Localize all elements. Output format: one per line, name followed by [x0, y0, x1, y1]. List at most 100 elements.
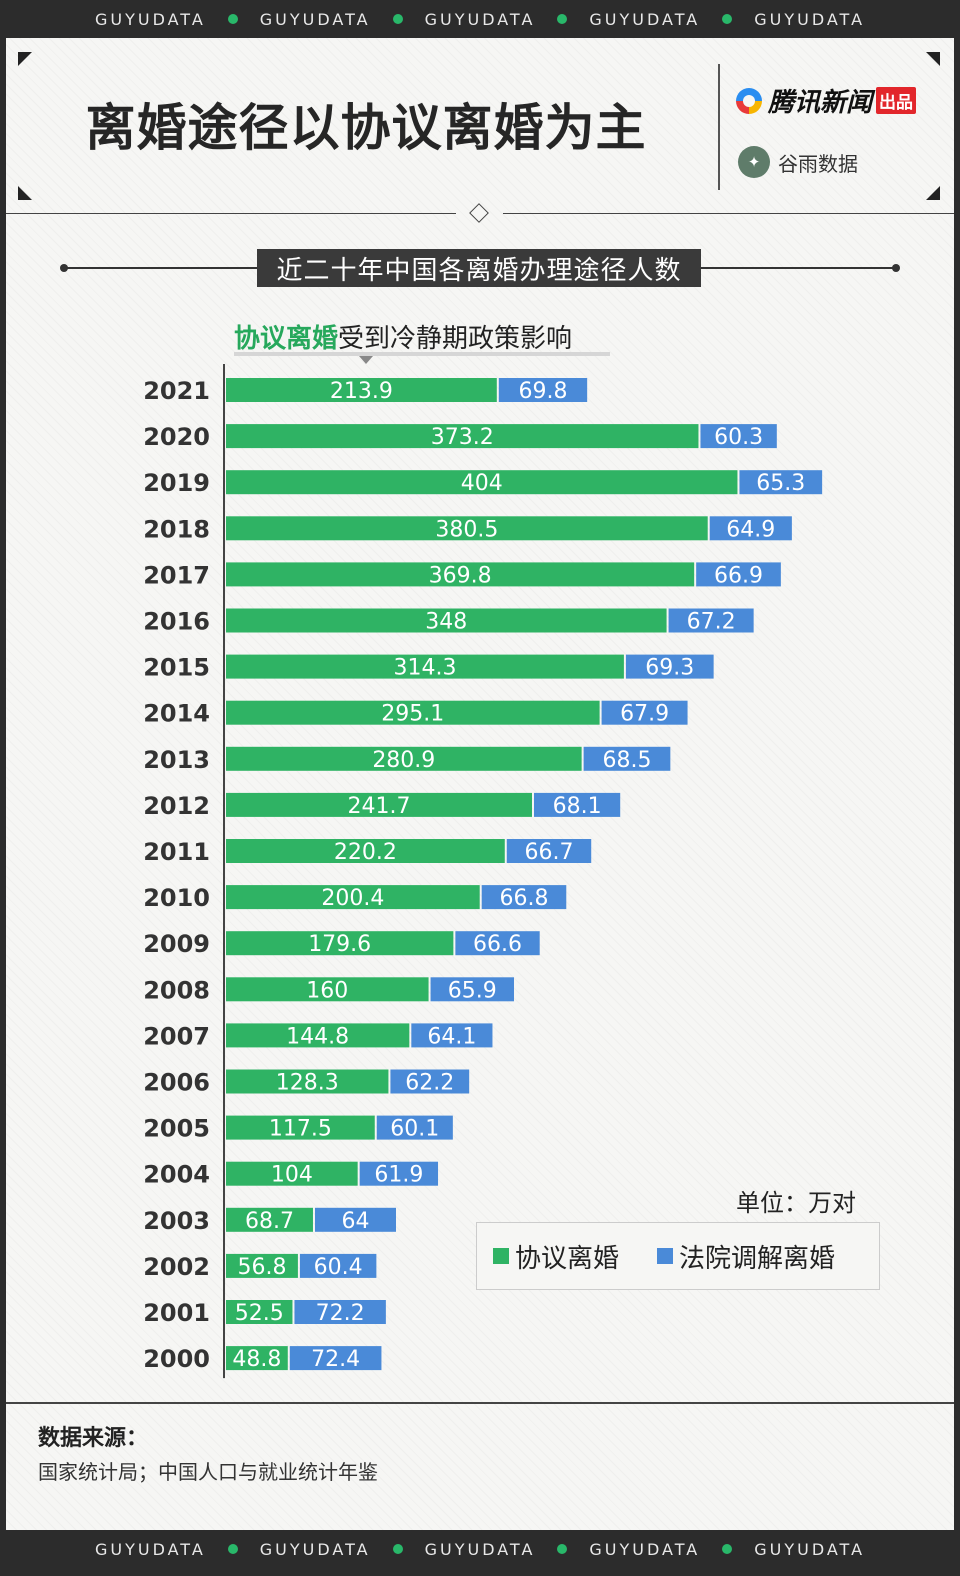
year-label: 2010: [143, 884, 210, 912]
strip-text: GUYUDATA: [259, 9, 371, 29]
agreement-value-label: 295.1: [381, 702, 444, 727]
court-bar: [668, 608, 754, 633]
legend-swatch-blue: [657, 1248, 674, 1264]
agreement-value-label: 404: [461, 471, 503, 496]
court-bar: [314, 1207, 396, 1232]
agreement-bar: [226, 378, 497, 402]
agreement-bar: [226, 1161, 358, 1186]
strip-text: GUYUDATA: [94, 1539, 206, 1559]
agreement-value-label: 200.4: [321, 886, 384, 911]
strip-dot: [392, 14, 403, 24]
court-bar: [299, 1253, 377, 1278]
court-bar: [696, 562, 781, 587]
court-bar: [481, 885, 567, 910]
agreement-bar: [226, 654, 624, 679]
court-bar: [498, 378, 588, 402]
court-value-label: 67.2: [687, 610, 736, 635]
agreement-bar: [226, 562, 695, 587]
court-value-label: 62.2: [405, 1071, 454, 1096]
court-bar: [411, 1023, 493, 1048]
year-label: 2011: [143, 838, 210, 866]
agreement-bar: [226, 1069, 389, 1094]
court-bar: [625, 654, 714, 679]
agreement-bar: [226, 700, 600, 725]
year-label: 2007: [143, 1022, 210, 1050]
court-value-label: 67.9: [620, 702, 669, 727]
annotation-text: 受到冷静期政策影响: [338, 324, 573, 354]
annotation-underline: [234, 352, 610, 356]
chart-legend: 协议离婚 法院调解离婚: [476, 1222, 880, 1290]
agreement-bar: [226, 839, 505, 863]
court-value-label: 66.7: [525, 840, 574, 865]
strip-dot: [722, 1544, 733, 1554]
agreement-value-label: 213.9: [330, 379, 393, 404]
agreement-bar: [226, 1346, 288, 1371]
agreement-bar: [226, 792, 532, 817]
court-value-label: 69.3: [645, 656, 694, 681]
rule-dot: [892, 264, 900, 272]
agreement-value-label: 220.2: [334, 840, 397, 865]
legend-item-agreement: 协议离婚: [493, 1238, 619, 1275]
strip-text: GUYUDATA: [754, 9, 866, 29]
agreement-value-label: 128.3: [276, 1071, 339, 1096]
year-label: 2004: [143, 1161, 210, 1189]
year-label: 2017: [143, 561, 210, 589]
court-value-label: 64.1: [427, 1024, 476, 1049]
court-bar: [455, 931, 540, 956]
guyu-data-logo: ✦ 谷雨数据: [738, 146, 858, 178]
court-bar: [376, 1115, 453, 1140]
agreement-value-label: 104: [271, 1163, 313, 1188]
header-divider: [718, 64, 720, 190]
strip-text: GUYUDATA: [754, 1539, 866, 1559]
year-label: 2020: [143, 423, 210, 451]
court-value-label: 65.3: [756, 471, 805, 496]
court-value-label: 66.8: [499, 886, 548, 911]
court-value-label: 68.1: [553, 794, 602, 819]
agreement-value-label: 373.2: [431, 425, 494, 450]
court-value-label: 66.9: [714, 563, 763, 588]
year-label: 2019: [143, 469, 210, 497]
court-bar: [359, 1161, 439, 1186]
agreement-bar: [226, 885, 480, 910]
year-label: 2009: [143, 930, 210, 958]
court-bar: [700, 424, 777, 449]
brand-strip-bottom: GUYUDATA GUYUDATA GUYUDATA GUYUDATA GUYU…: [0, 1530, 960, 1568]
agreement-bar: [226, 1023, 410, 1048]
source-text: 国家统计局；中国人口与就业统计年鉴: [38, 1460, 378, 1484]
court-bar: [533, 792, 621, 817]
rule-dot: [60, 264, 68, 272]
agreement-value-label: 144.8: [286, 1024, 349, 1049]
court-bar: [739, 470, 823, 495]
strip-text: GUYUDATA: [94, 9, 206, 29]
agreement-value-label: 48.8: [232, 1347, 281, 1372]
court-value-label: 61.9: [374, 1163, 423, 1188]
agreement-bar: [226, 608, 667, 633]
year-label: 2003: [143, 1207, 210, 1235]
agreement-value-label: 280.9: [372, 748, 435, 773]
chart-subtitle: 近二十年中国各离婚办理途径人数: [257, 249, 701, 287]
year-label: 2015: [143, 654, 210, 682]
corner-mark: [18, 186, 32, 200]
year-label: 2006: [143, 1069, 210, 1097]
guyu-data-text: 谷雨数据: [778, 151, 858, 176]
agreement-bar: [226, 1253, 298, 1278]
agreement-value-label: 314.3: [393, 656, 456, 681]
agreement-value-label: 56.8: [237, 1255, 286, 1280]
agreement-bar: [226, 516, 708, 541]
court-value-label: 60.3: [714, 425, 763, 450]
agreement-bar: [226, 1115, 375, 1140]
agreement-bar: [226, 1207, 313, 1232]
infographic-card: 离婚途径以协议离婚为主 腾讯新闻 出品 ✦ 谷雨数据 近二十年中国各离婚办理途径…: [6, 38, 954, 1530]
court-value-label: 64.9: [726, 517, 775, 542]
strip-dot: [557, 14, 568, 24]
court-value-label: 64: [341, 1209, 369, 1234]
court-bar: [601, 700, 688, 725]
annotation-highlight: 协议离婚: [234, 324, 339, 354]
strip-text: GUYUDATA: [424, 9, 536, 29]
agreement-value-label: 68.7: [245, 1209, 294, 1234]
agreement-value-label: 380.5: [435, 517, 498, 542]
chart-annotation: 协议离婚受到冷静期政策影响: [234, 318, 572, 355]
agreement-bar: [226, 470, 738, 495]
bird-icon: ✦: [738, 146, 770, 178]
court-value-label: 72.4: [311, 1347, 360, 1372]
